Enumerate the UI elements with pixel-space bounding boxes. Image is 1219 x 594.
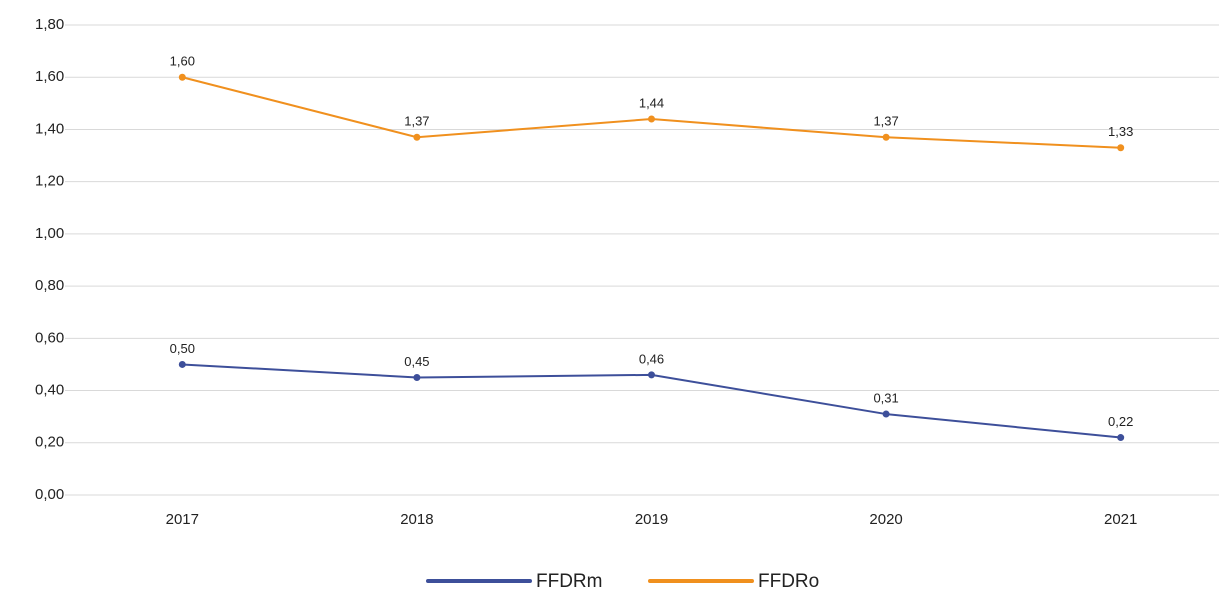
- data-label: 1,60: [170, 54, 195, 69]
- y-tick-label: 1,00: [35, 225, 64, 242]
- x-tick-label: 2018: [400, 511, 433, 528]
- y-tick-label: 0,00: [35, 486, 64, 503]
- data-label: 0,22: [1108, 414, 1133, 429]
- data-point: [882, 133, 890, 141]
- y-tick-label: 1,60: [35, 68, 64, 85]
- data-point: [648, 115, 655, 123]
- data-label: 1,44: [639, 95, 664, 110]
- x-tick-label: 2020: [869, 511, 902, 528]
- series-line: [182, 76, 1121, 149]
- data-label: 1,37: [404, 114, 429, 129]
- data-label: 0,46: [639, 351, 664, 366]
- x-tick-label: 2019: [635, 511, 668, 528]
- data-label: 0,45: [404, 354, 429, 369]
- data-point: [413, 374, 421, 381]
- data-point: [1117, 434, 1125, 442]
- y-tick-label: 0,80: [35, 277, 64, 294]
- legend-label: FFDRm: [536, 571, 602, 592]
- data-point: [882, 410, 890, 418]
- data-point: [413, 133, 421, 141]
- data-label: 0,50: [170, 341, 195, 356]
- y-tick-label: 0,60: [35, 329, 64, 346]
- data-point: [178, 73, 186, 81]
- y-tick-label: 1,20: [35, 173, 64, 190]
- data-label: 1,33: [1108, 124, 1133, 139]
- y-tick-label: 1,80: [35, 16, 64, 33]
- data-label: 1,37: [873, 114, 898, 129]
- y-tick-label: 0,20: [35, 434, 64, 451]
- x-tick-label: 2017: [166, 511, 199, 528]
- legend-label: FFDRo: [758, 571, 819, 592]
- data-point: [178, 360, 186, 368]
- data-label: 0,31: [873, 390, 898, 405]
- data-point: [1117, 144, 1125, 152]
- x-tick-label: 2021: [1104, 511, 1137, 528]
- y-tick-label: 1,40: [35, 120, 64, 137]
- data-point: [648, 371, 655, 379]
- y-tick-label: 0,40: [35, 382, 64, 399]
